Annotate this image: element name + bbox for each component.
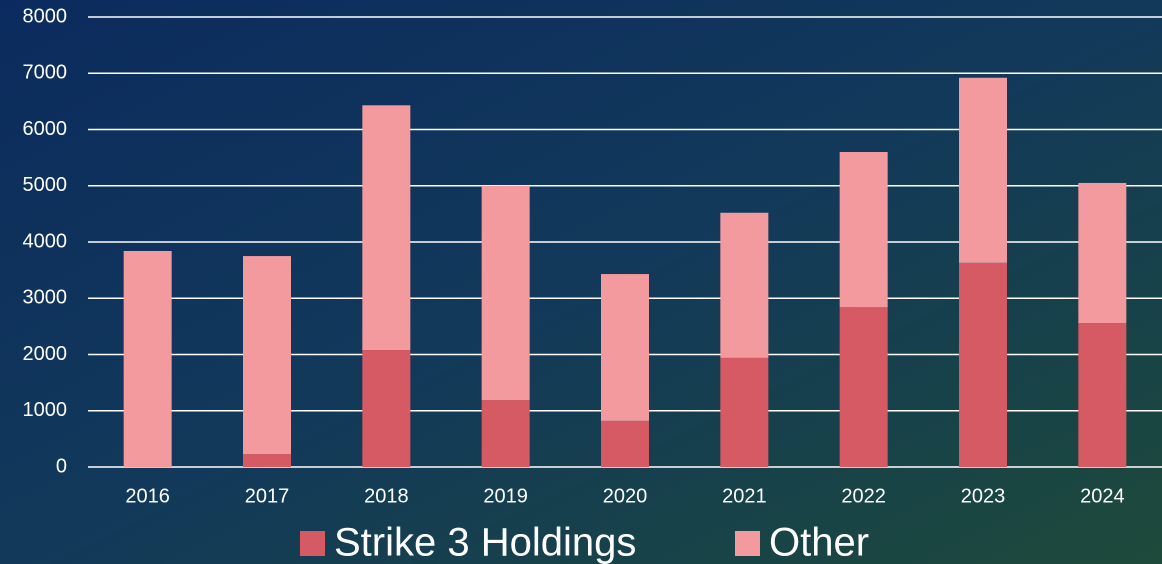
- x-tick-label: 2023: [961, 485, 1006, 507]
- bar-segment: [959, 263, 1007, 467]
- legend: Strike 3 Holdings Other: [300, 521, 869, 564]
- x-tick-label: 2017: [245, 485, 290, 507]
- x-tick-label: 2018: [364, 485, 409, 507]
- x-tick-label: 2020: [603, 485, 648, 507]
- bar-segment: [1078, 323, 1126, 467]
- y-tick-label: 4000: [23, 230, 68, 252]
- y-tick-label: 7000: [23, 62, 68, 84]
- legend-swatch: [300, 531, 325, 556]
- x-tick-label: 2024: [1080, 485, 1125, 507]
- y-tick-label: 2000: [23, 343, 68, 365]
- bar-segment: [959, 78, 1007, 263]
- legend-label: Strike 3 Holdings: [334, 521, 636, 564]
- bar-segment: [362, 350, 410, 467]
- bar-segment: [124, 251, 172, 467]
- bar-segment: [482, 186, 530, 400]
- bar-segment: [601, 421, 649, 467]
- bar-segment: [840, 152, 888, 307]
- bar-segment: [840, 307, 888, 467]
- chart: Strike 3 Holdings Other 0 1000 2000 3000 4000…: [0, 0, 1162, 564]
- bar-segment: [1078, 183, 1126, 323]
- x-tick-label: 2021: [722, 485, 767, 507]
- y-tick-label: 8000: [23, 5, 68, 27]
- bar-segment: [243, 454, 291, 467]
- legend-label: Other: [769, 521, 869, 564]
- bar-segment: [720, 358, 768, 467]
- x-tick-label: 2022: [841, 485, 886, 507]
- y-tick-label: 3000: [23, 287, 68, 309]
- bar-segment: [243, 256, 291, 454]
- bar-segment: [720, 213, 768, 358]
- y-tick-label: 6000: [23, 118, 68, 140]
- legend-swatch: [735, 531, 760, 556]
- bar-segment: [601, 274, 649, 421]
- x-tick-label: 2019: [483, 485, 528, 507]
- y-tick-label: 1000: [23, 399, 68, 421]
- bar-segment: [362, 105, 410, 350]
- x-tick-label: 2016: [125, 485, 170, 507]
- y-tick-label: 0: [56, 455, 67, 477]
- y-tick-label: 5000: [23, 174, 68, 196]
- bar-segment: [482, 400, 530, 467]
